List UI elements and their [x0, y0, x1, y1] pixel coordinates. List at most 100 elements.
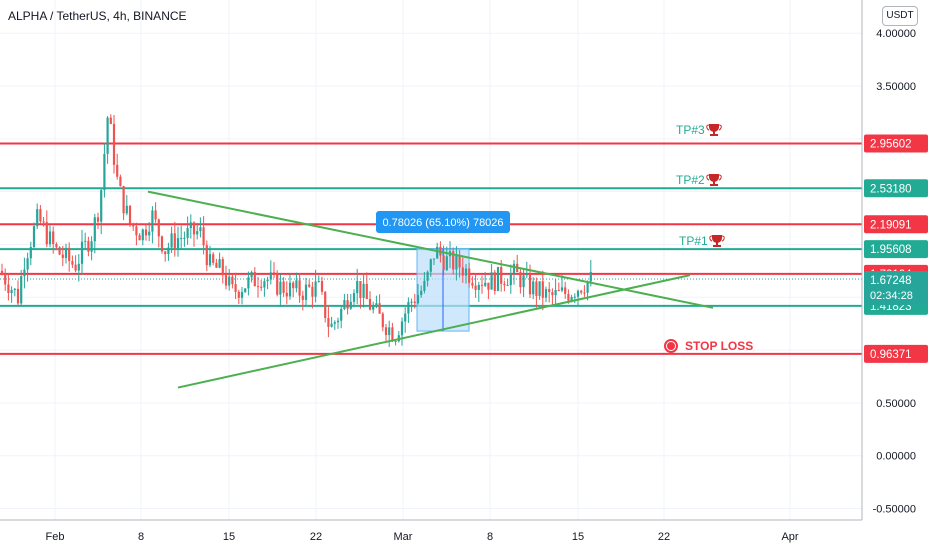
candle-body: [205, 245, 208, 266]
candle-body: [279, 281, 282, 295]
candle-body: [378, 303, 381, 314]
candle-body: [173, 233, 176, 249]
candle-body: [586, 281, 589, 293]
candle-body: [541, 281, 544, 298]
candle-body: [244, 288, 247, 293]
candle-body: [141, 229, 144, 241]
candle-body: [391, 327, 394, 342]
price-level-tag[interactable]: [864, 134, 928, 153]
candle-body: [58, 247, 61, 255]
candle-body: [429, 259, 432, 272]
candle-body: [583, 292, 586, 294]
candle-body: [0, 270, 4, 275]
time-tick-label: 22: [310, 531, 322, 543]
candle-body: [292, 282, 295, 289]
candle-body: [346, 300, 349, 309]
tp-label-2: TP#2: [676, 173, 705, 187]
candle-body: [186, 228, 189, 238]
candle-body: [231, 276, 234, 285]
candle-body: [122, 186, 125, 214]
candle-body: [132, 223, 135, 227]
current-price-tag: [864, 271, 928, 306]
candle-body: [528, 273, 532, 295]
candle-body: [23, 269, 26, 277]
candle-body: [564, 287, 567, 294]
candle-body: [272, 272, 276, 274]
candle-body: [532, 281, 535, 295]
candle-body: [442, 255, 445, 271]
current-price-value: 1.67248: [870, 275, 912, 287]
candle-body: [410, 301, 413, 303]
price-level-value: 1.95608: [870, 244, 912, 256]
candle-body: [151, 210, 154, 232]
candle-body: [288, 282, 292, 297]
time-tick-label: 8: [487, 531, 493, 543]
candle-body: [13, 288, 16, 290]
candle-body: [285, 292, 288, 297]
price-level-tag[interactable]: [864, 215, 928, 234]
candle-body: [464, 268, 468, 276]
candle-body: [240, 292, 244, 298]
price-tick-label: -0.50000: [873, 504, 916, 516]
candle-body: [519, 272, 522, 288]
candle-body: [506, 285, 509, 287]
candle-body: [426, 271, 429, 281]
price-level-value: 0.96371: [870, 349, 912, 361]
currency-button[interactable]: USDT: [882, 6, 918, 26]
ascending-trendline[interactable]: [177, 274, 691, 389]
candle-body: [96, 217, 100, 222]
candle-body: [100, 190, 103, 222]
candle-body: [256, 286, 260, 288]
candle-body: [112, 123, 116, 165]
candle-body: [295, 280, 298, 289]
candle-body: [192, 222, 196, 235]
candle-body: [544, 289, 548, 298]
candle-body: [218, 259, 221, 268]
candle-body: [404, 313, 407, 322]
candle-body: [308, 284, 311, 287]
candle-body: [119, 176, 122, 187]
trophy-icon: [706, 174, 722, 186]
candle-body: [234, 284, 237, 292]
candle-body: [128, 205, 132, 224]
candle-body: [317, 281, 320, 283]
stop-loss-label: STOP LOSS: [685, 339, 753, 353]
candle-body: [61, 254, 64, 258]
candle-body: [196, 231, 199, 235]
candle-body: [490, 272, 493, 290]
candle-body: [576, 290, 580, 297]
candle-body: [372, 306, 375, 310]
candle-body: [16, 288, 20, 304]
candle-body: [381, 313, 384, 328]
candle-body: [48, 231, 52, 245]
price-level-tag[interactable]: [864, 240, 928, 259]
candle-body: [144, 229, 148, 236]
candle-body: [180, 237, 183, 239]
candle-body: [176, 238, 180, 249]
candle-body: [423, 280, 426, 291]
candle-body: [455, 254, 458, 270]
candle-body: [84, 240, 87, 242]
candle-body: [320, 281, 324, 292]
candle-body: [45, 222, 48, 245]
candle-body: [535, 281, 538, 296]
candle-body: [269, 272, 272, 280]
candle-body: [496, 267, 500, 291]
candle-body: [311, 286, 314, 297]
candle-body: [554, 289, 557, 296]
candle-body: [394, 341, 397, 343]
price-level-tag[interactable]: [864, 179, 928, 198]
candle-body: [260, 286, 263, 288]
candle-body: [106, 117, 109, 154]
price-tick-label: 4.00000: [876, 28, 916, 40]
candle-body: [250, 272, 253, 278]
candle-body: [164, 251, 167, 255]
candle-body: [71, 261, 74, 265]
candle-body: [525, 273, 528, 276]
candle-body: [74, 264, 77, 271]
candle-body: [551, 292, 554, 296]
price-level-tag[interactable]: [864, 344, 928, 363]
candle-body: [116, 164, 119, 177]
descending-trendline[interactable]: [147, 190, 714, 309]
